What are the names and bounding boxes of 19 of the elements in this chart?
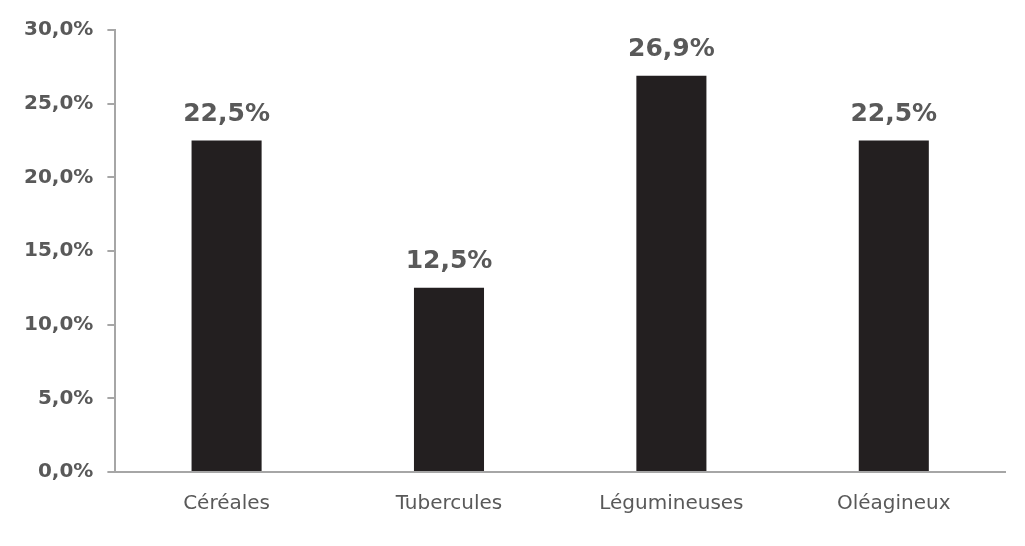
x-tick-label: Oléagineux	[836, 490, 951, 515]
data-label: 22,5%	[183, 97, 270, 127]
bar	[636, 75, 707, 471]
y-tick-label: 30,0%	[23, 16, 94, 41]
data-label: 22,5%	[850, 97, 938, 127]
bar	[413, 287, 485, 471]
y-tick-label: 15,0%	[23, 237, 94, 262]
x-tick-label: Légumineuses	[599, 490, 744, 515]
data-label: 26,9%	[628, 32, 715, 62]
x-tick-label: Céréales	[183, 490, 271, 515]
y-tick-label: 10,0%	[23, 310, 94, 335]
bar	[858, 140, 929, 471]
bar	[191, 140, 262, 471]
y-tick-label: 20,0%	[23, 163, 94, 188]
y-tick-label: 25,0%	[23, 89, 94, 114]
x-tick-label: Tubercules	[394, 490, 503, 515]
y-tick-label: 0,0%	[37, 458, 94, 483]
data-label: 12,5%	[405, 244, 493, 274]
y-tick-label: 5,0%	[37, 384, 94, 409]
